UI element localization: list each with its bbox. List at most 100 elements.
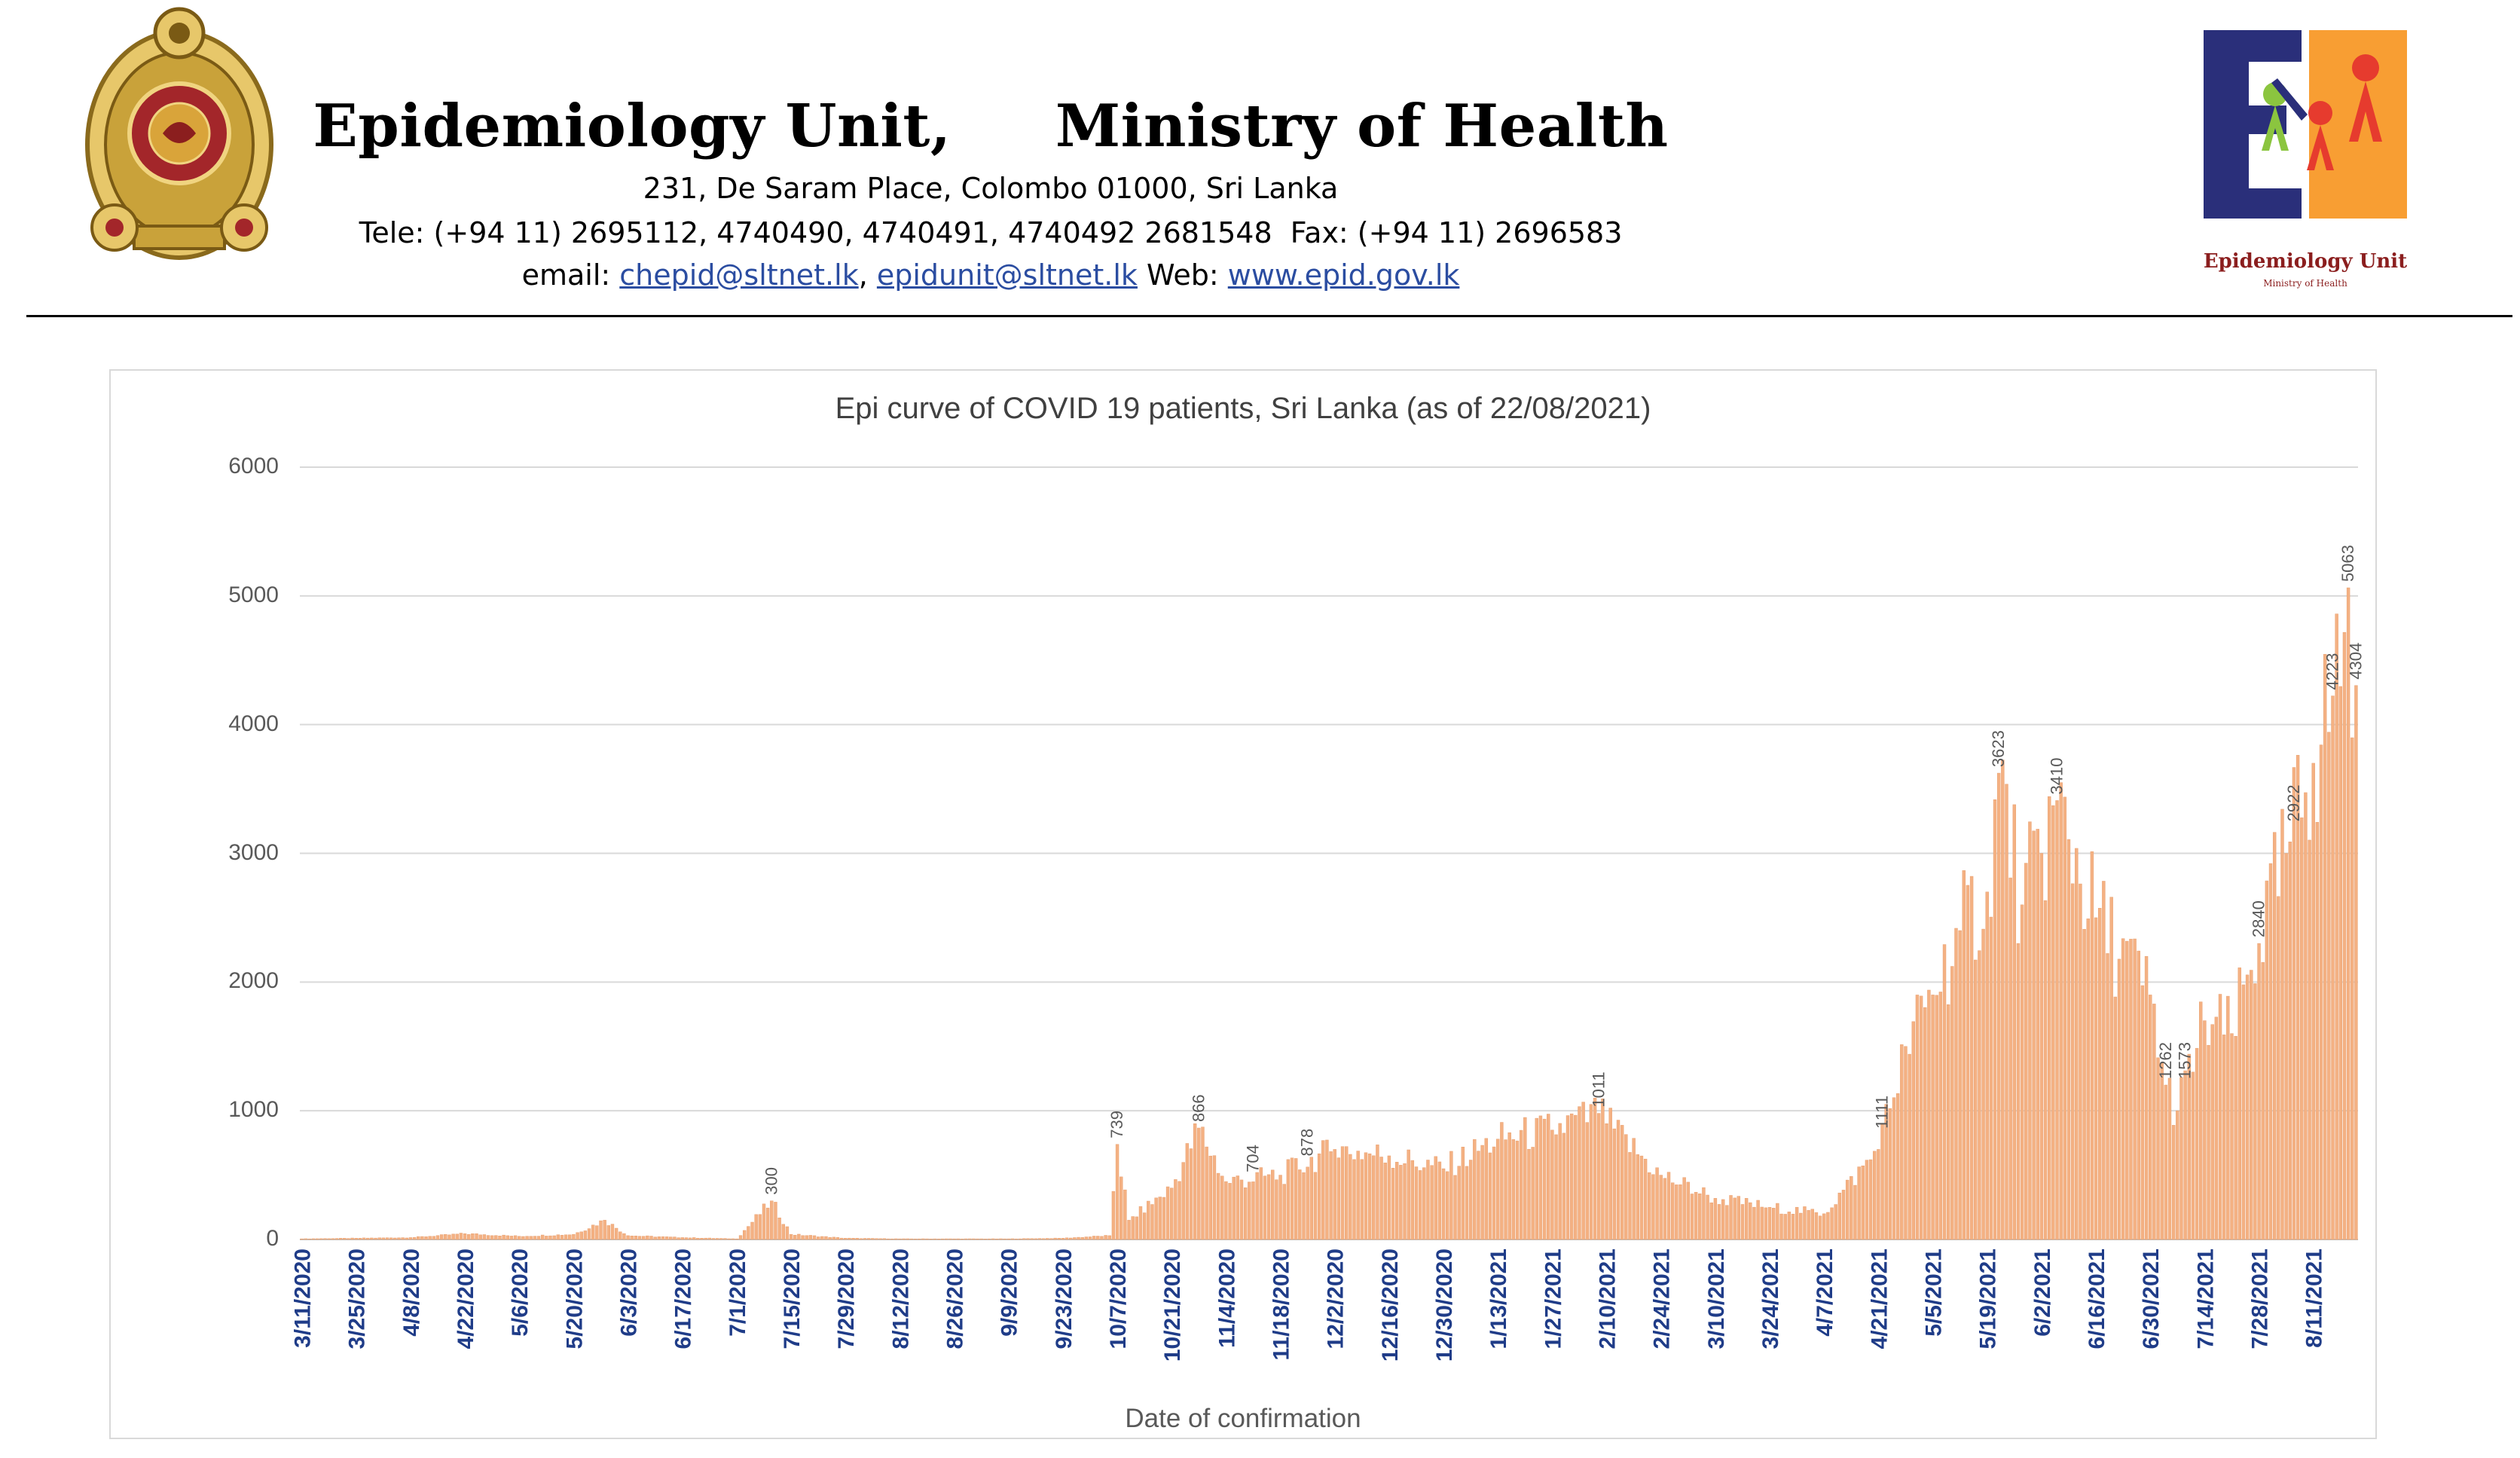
bar: [599, 1220, 603, 1240]
bar: [463, 1233, 467, 1240]
website-link[interactable]: www.epid.gov.lk: [1227, 258, 1460, 292]
bar: [1969, 876, 1974, 1240]
bar: [2272, 832, 2277, 1240]
x-tick-label: 7/1/2020: [725, 1249, 750, 1337]
bar: [1394, 1162, 1399, 1240]
bar: [1461, 1146, 1465, 1240]
epidemiology-unit-logo: Epidemiology Unit Ministry of Health: [2196, 23, 2415, 301]
bar: [2144, 955, 2149, 1240]
bar: [1492, 1146, 1496, 1240]
bar: [1123, 1189, 1127, 1240]
bar: [2133, 938, 2137, 1240]
bar: [2210, 1024, 2214, 1240]
bar: [793, 1234, 797, 1240]
bar: [1367, 1153, 1372, 1240]
bar: [747, 1226, 750, 1240]
bar: [684, 1237, 689, 1240]
bar: [471, 1233, 475, 1240]
bar: [502, 1234, 506, 1240]
x-tick-label: 7/28/2021: [2248, 1249, 2273, 1349]
bar: [1453, 1175, 1457, 1240]
bar: [2032, 830, 2036, 1240]
bar: [1507, 1132, 1511, 1240]
bar: [1659, 1175, 1663, 1240]
bar: [1142, 1212, 1147, 1240]
bar: [2319, 744, 2323, 1240]
bar: [649, 1236, 653, 1240]
bar: [2008, 877, 2012, 1240]
bar: [354, 1238, 358, 1240]
bar: [1403, 1163, 1407, 1240]
bar: [1628, 1152, 1632, 1240]
bar: [2140, 985, 2145, 1240]
bar: [2335, 613, 2338, 1240]
bar: [536, 1236, 541, 1240]
bar: [637, 1236, 642, 1240]
bar: [664, 1236, 669, 1240]
bar: [1535, 1117, 1538, 1240]
bar: [1853, 1184, 1857, 1240]
x-tick-label: 12/2/2020: [1324, 1249, 1349, 1349]
bar: [486, 1235, 490, 1240]
bar: [1562, 1132, 1566, 1240]
bar: [743, 1230, 747, 1240]
y-tick-label: 0: [266, 1226, 279, 1251]
bar: [2012, 804, 2017, 1240]
bar: [1251, 1181, 1255, 1240]
bar: [1232, 1176, 1236, 1240]
bar: [1422, 1167, 1426, 1240]
bar: [1818, 1215, 1822, 1240]
y-tick-label: 6000: [228, 454, 279, 478]
y-tick-label: 3000: [228, 839, 279, 865]
bar: [1756, 1200, 1760, 1240]
bar: [1162, 1197, 1166, 1240]
bar: [1690, 1194, 1694, 1240]
bar: [564, 1234, 568, 1240]
bar: [1248, 1181, 1251, 1240]
bar: [2253, 983, 2257, 1240]
bar: [1783, 1214, 1787, 1240]
email-link-epidunit[interactable]: epidunit@sltnet.lk: [876, 258, 1138, 292]
x-tick-label: 7/29/2020: [834, 1249, 859, 1349]
bar: [545, 1236, 548, 1240]
bar: [2218, 994, 2222, 1240]
email-link-chepid[interactable]: chepid@sltnet.lk: [619, 258, 859, 292]
bar: [832, 1236, 835, 1240]
bar: [1826, 1212, 1830, 1240]
bar: [1170, 1187, 1174, 1240]
data-label: 1011: [1589, 1071, 1608, 1107]
bar: [1387, 1155, 1391, 1240]
bar: [688, 1237, 692, 1240]
bar: [576, 1232, 579, 1240]
data-label: 739: [1107, 1111, 1126, 1139]
bar: [1053, 1237, 1057, 1240]
bar: [1073, 1237, 1077, 1240]
bar: [2063, 796, 2067, 1240]
bar: [521, 1236, 525, 1240]
bar: [1822, 1213, 1826, 1240]
bar: [2245, 974, 2250, 1240]
bar: [1694, 1191, 1698, 1240]
bar: [1892, 1097, 1896, 1240]
bar: [506, 1235, 509, 1240]
bar: [1636, 1154, 1640, 1240]
bar: [812, 1235, 817, 1240]
bar: [1717, 1204, 1721, 1240]
bar: [494, 1235, 498, 1240]
bar: [2156, 1057, 2160, 1240]
bar: [420, 1236, 424, 1240]
bar: [1208, 1155, 1212, 1240]
bar: [610, 1224, 615, 1240]
x-tick-label: 4/8/2020: [399, 1249, 424, 1337]
bar: [1364, 1152, 1368, 1240]
bar: [805, 1235, 808, 1240]
y-tick-label: 5000: [228, 582, 279, 607]
bar: [2346, 587, 2350, 1240]
bar: [381, 1237, 386, 1240]
bar: [1212, 1155, 1217, 1240]
bar: [630, 1236, 634, 1240]
bar: [482, 1234, 487, 1240]
bar: [529, 1236, 533, 1240]
bar: [1372, 1155, 1376, 1240]
bar: [1201, 1126, 1205, 1240]
